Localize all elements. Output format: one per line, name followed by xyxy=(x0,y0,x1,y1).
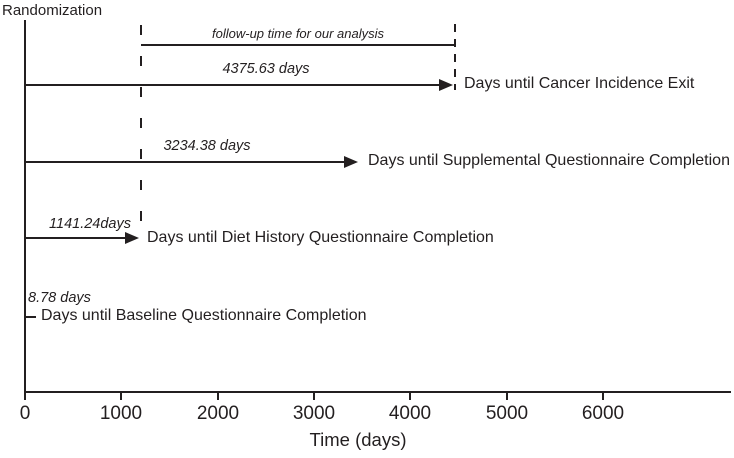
tick-line-baseline xyxy=(24,316,36,318)
duration-cancer-exit: 4375.63 days xyxy=(222,61,310,77)
duration-baseline: 8.78 days xyxy=(28,290,91,306)
event-label-diet-history: Days until Diet History Questionnaire Co… xyxy=(147,229,494,246)
y-axis-line xyxy=(24,20,26,392)
followup-start-dashed-line xyxy=(140,25,142,222)
event-label-cancer-exit: Days until Cancer Incidence Exit xyxy=(464,75,695,92)
arrow-line-supplemental xyxy=(25,161,345,163)
x-axis-line xyxy=(24,391,731,393)
x-tick xyxy=(409,391,411,400)
event-label-supplemental: Days until Supplemental Questionnaire Co… xyxy=(368,152,730,169)
followup-span-line xyxy=(141,44,455,46)
duration-supplemental: 3234.38 days xyxy=(163,138,251,154)
arrow-line-diet-history xyxy=(25,237,126,239)
x-tick-label: 5000 xyxy=(485,403,529,424)
x-tick xyxy=(602,391,604,400)
x-tick-label: 6000 xyxy=(581,403,625,424)
x-tick xyxy=(217,391,219,400)
arrow-line-cancer-exit xyxy=(25,84,440,86)
x-tick-label: 0 xyxy=(19,403,31,424)
x-tick-label: 4000 xyxy=(388,403,432,424)
followup-label: follow-up time for our analysis xyxy=(212,26,384,41)
followup-end-dashed-line xyxy=(454,24,456,90)
x-tick xyxy=(24,391,26,400)
event-label-baseline: Days until Baseline Questionnaire Comple… xyxy=(41,307,367,324)
origin-label: Randomization xyxy=(2,2,103,19)
x-tick xyxy=(120,391,122,400)
arrowhead-icon xyxy=(439,79,453,91)
x-tick-label: 2000 xyxy=(196,403,240,424)
x-tick-label: 3000 xyxy=(292,403,336,424)
arrowhead-icon xyxy=(344,156,358,168)
x-tick xyxy=(313,391,315,400)
arrowhead-icon xyxy=(125,232,139,244)
x-tick xyxy=(506,391,508,400)
x-tick-label: 1000 xyxy=(99,403,143,424)
duration-diet-history: 1141.24days xyxy=(49,216,131,232)
x-axis-title: Time (days) xyxy=(309,429,407,450)
